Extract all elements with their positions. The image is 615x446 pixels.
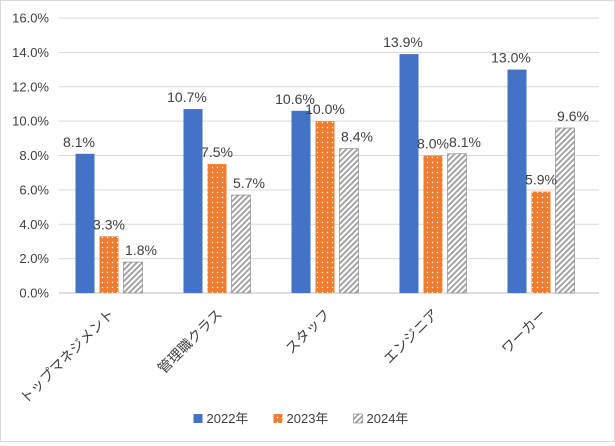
bars: [75, 54, 575, 294]
bar: [231, 194, 251, 294]
bar: [207, 164, 227, 293]
data-label: 8.0%: [417, 136, 449, 152]
data-label: 13.9%: [383, 34, 423, 50]
data-labels: 8.1% 10.7% 10.6% 13.9% 13.0% 3.3% 7.5% 10.0% 8.0…: [63, 34, 589, 258]
y-tick-label: 12.0%: [12, 79, 49, 94]
bar: [75, 153, 95, 293]
y-tick-label: 6.0%: [19, 182, 49, 197]
data-label: 13.0%: [491, 50, 531, 66]
data-label: 5.9%: [525, 172, 557, 188]
data-label: 3.3%: [93, 216, 125, 232]
bar: [399, 54, 419, 293]
bar: [447, 153, 467, 294]
category-label: トップマネジメント: [17, 306, 117, 406]
category-label: ワーカー: [498, 306, 549, 357]
y-axis: 0.0% 2.0% 4.0% 6.0% 8.0% 10.0% 12.0% 14.0% 16.0%: [12, 11, 49, 301]
bar: [339, 148, 359, 294]
bar: [507, 69, 527, 293]
y-tick-label: 4.0%: [19, 217, 49, 232]
y-tick-label: 0.0%: [19, 286, 49, 301]
data-label: 9.6%: [557, 108, 589, 124]
y-tick-label: 2.0%: [19, 251, 49, 266]
legend: 2022年 2023年 2024年: [193, 411, 409, 426]
x-axis: トップマネジメント 管理職クラス スタッフ エンジニア ワーカー: [17, 306, 549, 406]
legend-swatch: [353, 413, 363, 424]
bar: [291, 110, 311, 293]
bar: [531, 191, 551, 293]
category-label: 管理職クラス: [155, 306, 226, 377]
data-label: 8.1%: [63, 134, 95, 150]
y-tick-label: 14.0%: [12, 45, 49, 60]
bar: [315, 121, 335, 293]
bar: [123, 261, 143, 294]
data-label: 7.5%: [201, 144, 233, 160]
legend-swatch: [273, 414, 283, 423]
data-label: 10.6%: [275, 91, 315, 107]
legend-swatch: [193, 414, 203, 423]
y-tick-label: 10.0%: [12, 114, 49, 129]
data-label: 8.1%: [449, 134, 481, 150]
data-label: 10.0%: [305, 101, 345, 117]
bar: [555, 127, 575, 294]
category-label: スタッフ: [282, 306, 333, 357]
bar: [99, 236, 119, 293]
y-tick-label: 8.0%: [19, 148, 49, 163]
data-label: 5.7%: [233, 175, 265, 191]
bar: [183, 109, 203, 293]
category-label: エンジニア: [380, 306, 441, 367]
data-label: 10.7%: [167, 89, 207, 105]
data-label: 1.8%: [125, 242, 157, 258]
data-label: 8.4%: [341, 129, 373, 145]
bar: [423, 155, 443, 293]
legend-label: 2024年: [367, 411, 409, 426]
y-tick-label: 16.0%: [12, 11, 49, 26]
legend-label: 2022年: [207, 411, 249, 426]
legend-label: 2023年: [287, 411, 329, 426]
